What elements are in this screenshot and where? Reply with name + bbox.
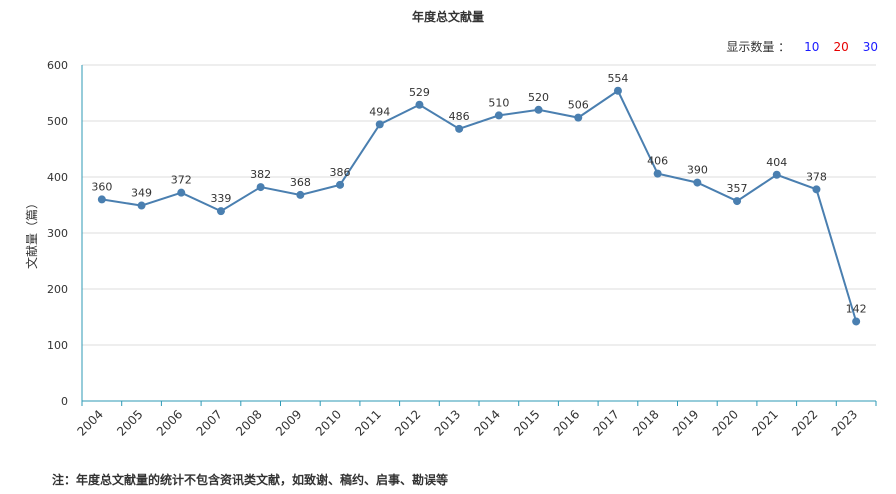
- display-count-option-20[interactable]: 20: [833, 39, 849, 54]
- data-label: 360: [91, 180, 112, 193]
- data-label: 529: [409, 86, 430, 99]
- y-axis-title: 文献量（篇）: [24, 197, 39, 269]
- data-point: [613, 86, 622, 95]
- x-tick-label: 2010: [313, 407, 344, 438]
- data-label: 349: [131, 187, 152, 200]
- x-tick-label: 2005: [114, 407, 145, 438]
- data-label: 404: [766, 156, 787, 169]
- data-label: 357: [727, 182, 748, 195]
- y-tick-label: 0: [61, 395, 68, 408]
- data-points: [97, 86, 861, 326]
- x-tick-label: 2008: [233, 407, 264, 438]
- data-point: [137, 201, 146, 210]
- data-label: 378: [806, 170, 827, 183]
- data-point: [852, 317, 861, 326]
- data-label: 406: [647, 155, 668, 168]
- data-labels: 360 349 372 339 382 368 386 494 529 486 510 520 506 5…: [91, 72, 866, 316]
- data-point: [812, 185, 821, 194]
- data-label: 142: [846, 302, 867, 315]
- data-point: [455, 124, 464, 133]
- data-label: 372: [171, 174, 192, 187]
- grid-lines: [82, 64, 876, 346]
- data-label: 506: [568, 99, 589, 112]
- display-count-option-10[interactable]: 10: [804, 39, 820, 54]
- data-label: 339: [210, 192, 231, 205]
- data-label: 390: [687, 164, 708, 177]
- data-point: [336, 180, 345, 189]
- x-tick-label: 2004: [74, 407, 105, 438]
- data-point: [733, 197, 742, 206]
- data-point: [494, 111, 503, 120]
- data-point: [296, 190, 305, 199]
- x-tick-label: 2009: [273, 407, 304, 438]
- data-point: [534, 105, 543, 114]
- display-count-label: 显示数量 ：: [726, 40, 791, 54]
- data-label: 386: [330, 166, 351, 179]
- chart-title: 年度总文献量: [411, 10, 484, 24]
- data-point: [772, 170, 781, 179]
- data-label: 494: [369, 105, 390, 118]
- data-point: [415, 100, 424, 109]
- display-count-option-30[interactable]: 30: [862, 39, 878, 54]
- series-line: [101, 89, 858, 322]
- x-tick-label: 2021: [749, 407, 780, 438]
- data-label: 520: [528, 91, 549, 104]
- y-tick-label: 200: [47, 283, 68, 296]
- data-point: [574, 113, 583, 122]
- x-tick-label: 2018: [630, 407, 661, 438]
- x-tick-label: 2011: [352, 407, 383, 438]
- display-count-selector: 显示数量 ： 10 20 30: [726, 38, 878, 55]
- data-label: 486: [449, 110, 470, 123]
- data-point: [97, 195, 106, 204]
- x-tick-label: 2012: [392, 407, 423, 438]
- data-point: [375, 120, 384, 129]
- series-line-layer: [101, 89, 858, 322]
- y-tick-label: 100: [47, 339, 68, 352]
- y-tick-label: 400: [47, 171, 68, 184]
- x-tick-label: 2017: [591, 407, 622, 438]
- footnote: 注：年度总文献量的统计不包含资讯类文献，如致谢、稿约、启事、勘误等: [52, 473, 449, 487]
- x-tick-label: 2016: [551, 407, 582, 438]
- y-tick-label: 600: [47, 59, 68, 72]
- x-tick-label: 2015: [511, 407, 542, 438]
- x-tick-label: 2023: [829, 407, 860, 438]
- x-tick-label: 2013: [432, 407, 463, 438]
- data-point: [177, 188, 186, 197]
- x-tick-label: 2022: [789, 407, 820, 438]
- x-tick-label: 2020: [710, 407, 741, 438]
- data-label: 382: [250, 168, 271, 181]
- data-point: [693, 178, 702, 187]
- y-tick-label: 500: [47, 115, 68, 128]
- x-tick-label: 2006: [154, 407, 185, 438]
- data-point: [216, 207, 225, 216]
- data-point: [256, 183, 265, 192]
- data-label: 368: [290, 176, 311, 189]
- x-tick-label: 2014: [471, 407, 502, 438]
- data-label: 554: [607, 72, 628, 85]
- x-tick-label: 2007: [194, 407, 225, 438]
- x-tick-label: 2019: [670, 407, 701, 438]
- data-point: [653, 169, 662, 178]
- y-tick-label: 300: [47, 227, 68, 240]
- data-label: 510: [488, 96, 509, 109]
